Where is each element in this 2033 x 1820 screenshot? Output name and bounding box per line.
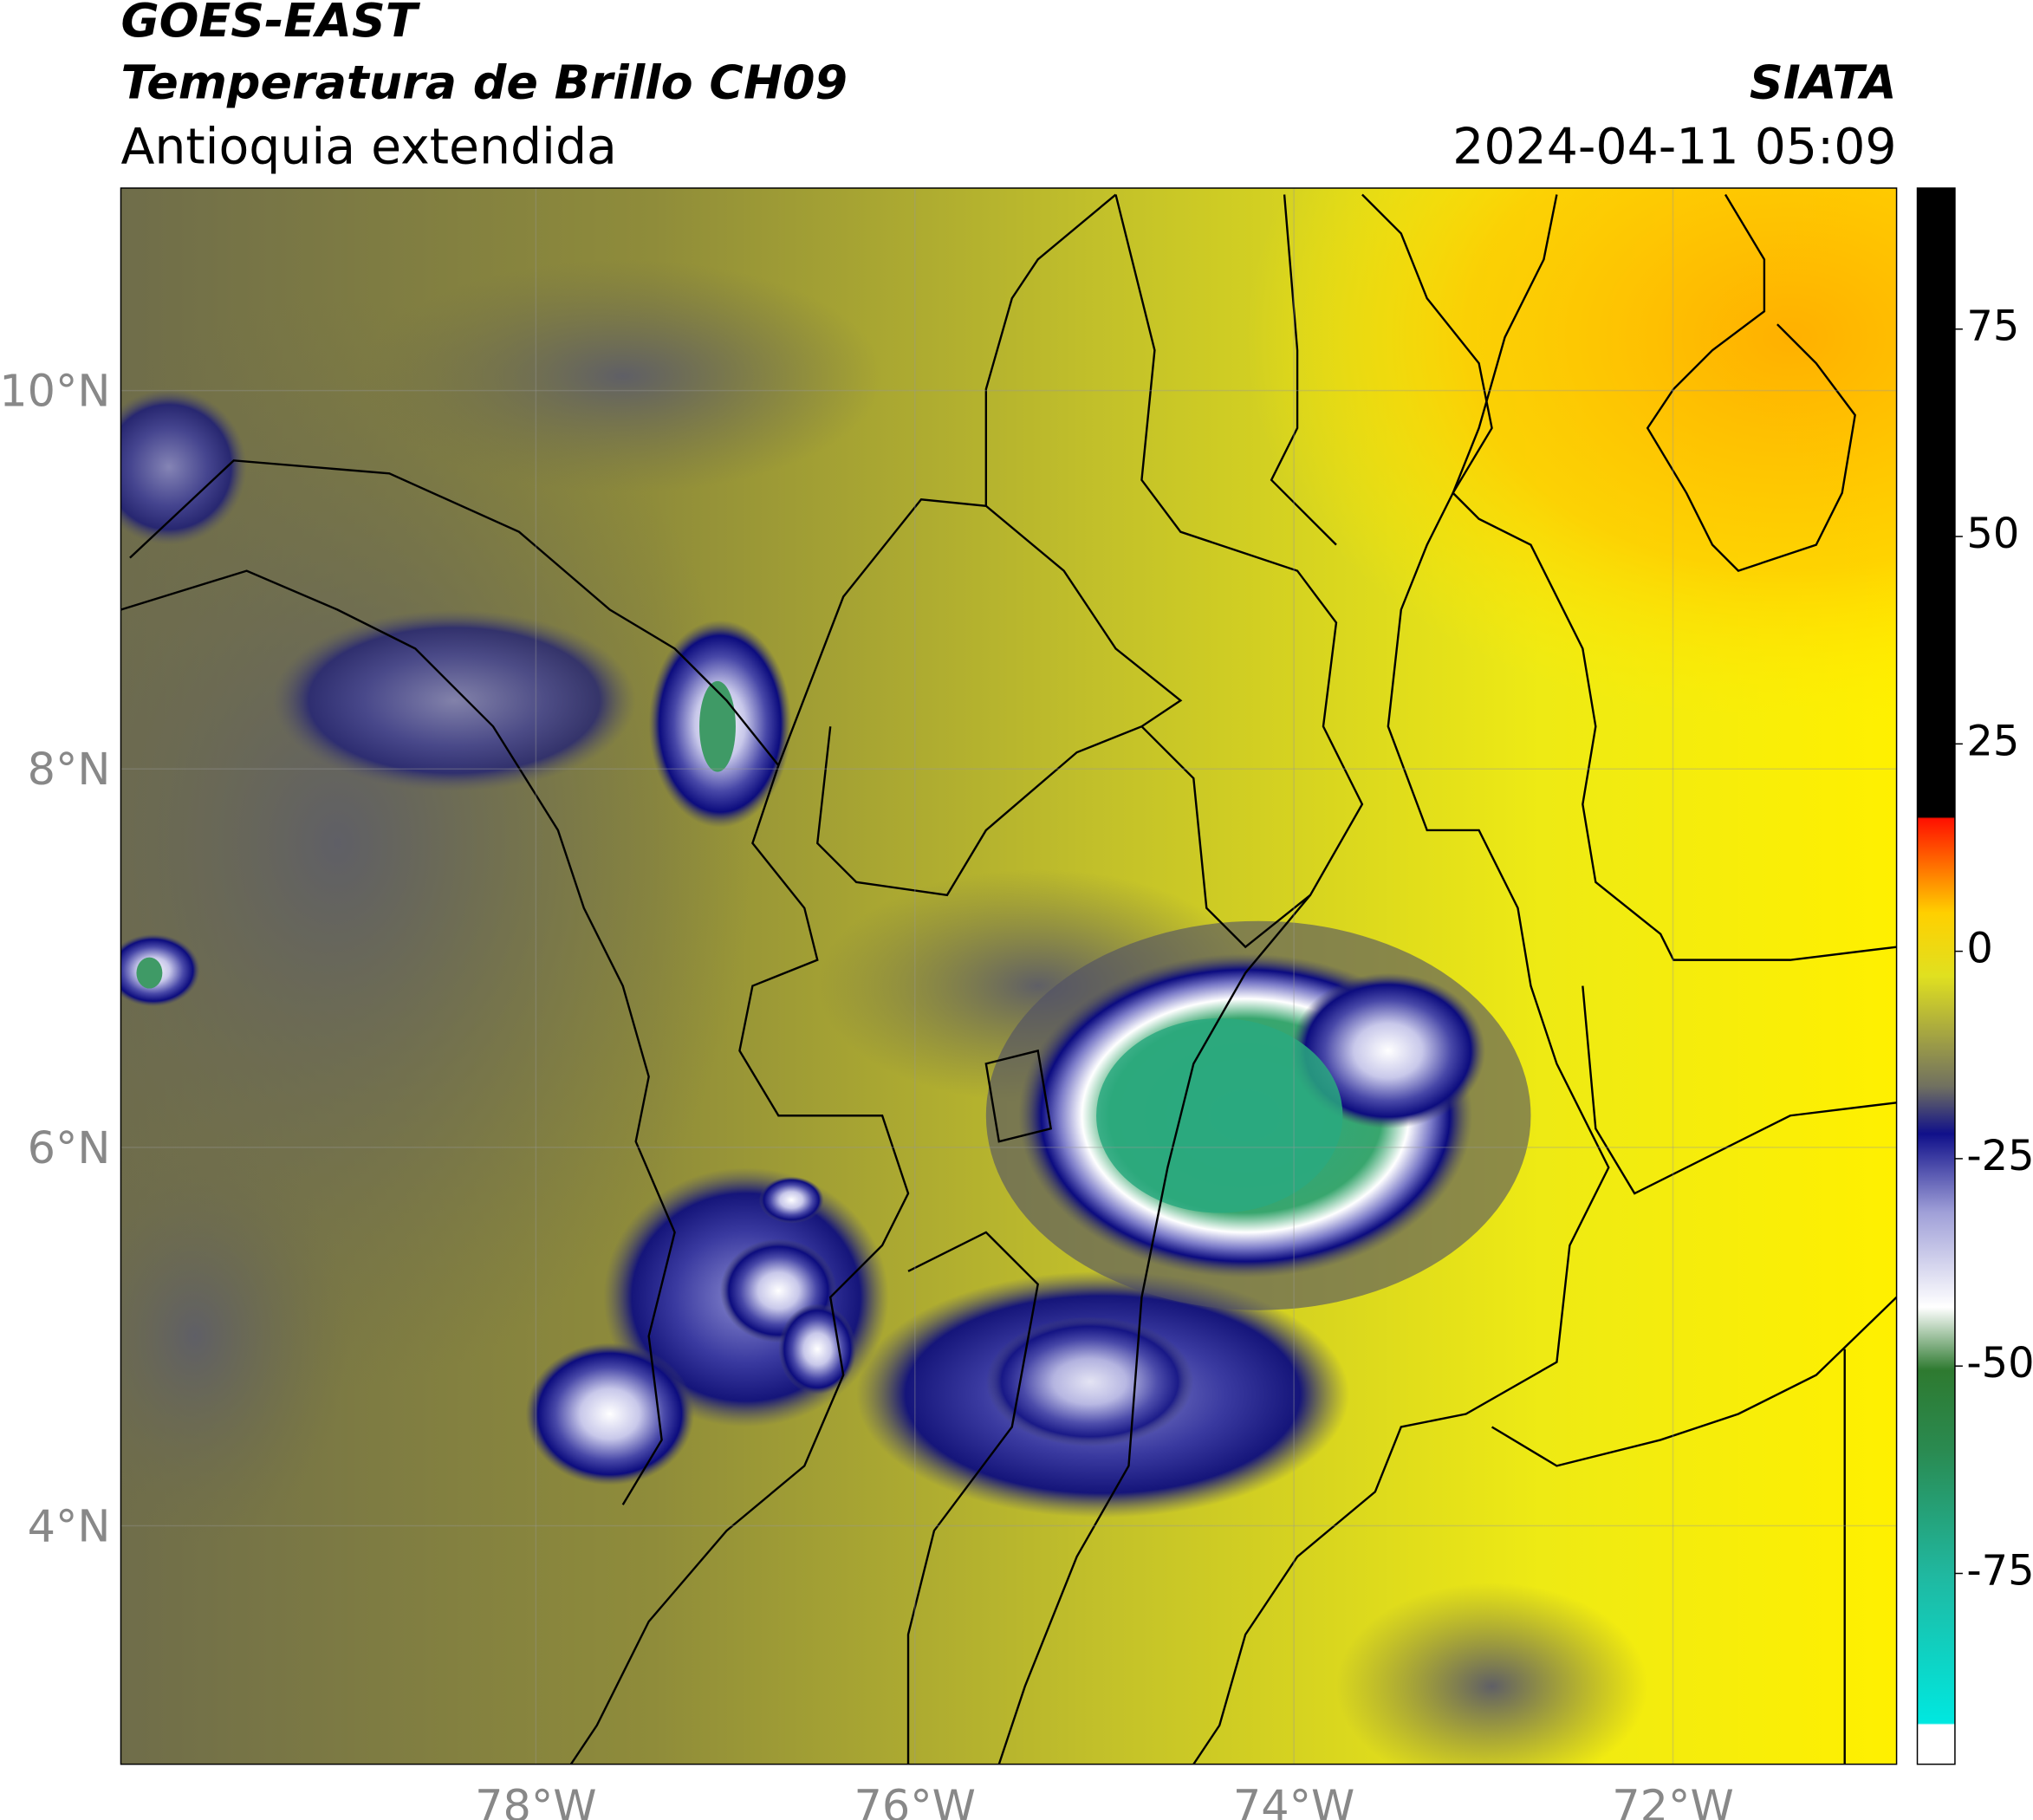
source: SIATA (1750, 55, 1897, 110)
x-tick-label: 74°W (1233, 1781, 1354, 1820)
colorbar-tick-label: 50 (1966, 510, 2019, 558)
colorbar-tick-label: 25 (1966, 718, 2019, 765)
region: Antioquia extendida (120, 119, 616, 176)
y-tick-label: 8°N (28, 744, 111, 796)
colorbar (1916, 187, 1956, 1765)
subtitle: Temperatura de Brillo CH09 (120, 55, 848, 110)
x-tick-label: 76°W (854, 1781, 976, 1820)
colorbar-tick-label: 75 (1966, 303, 2019, 351)
x-tick-label: 78°W (475, 1781, 596, 1820)
title: GOES-EAST (120, 0, 420, 48)
colorbar-tick-label: -25 (1966, 1133, 2033, 1180)
y-tick-label: 4°N (28, 1502, 111, 1553)
borders (120, 193, 1897, 1765)
map-frame (120, 187, 1898, 1765)
colorbar-tick-label: -75 (1966, 1547, 2033, 1595)
datetime: 2024-04-11 05:09 (1452, 119, 1896, 176)
colorbar-tick-label: 0 (1966, 926, 1992, 973)
y-tick-label: 6°N (28, 1123, 111, 1174)
colorbar-tick-label: -50 (1966, 1340, 2033, 1388)
grid (120, 188, 1897, 1765)
y-tick-label: 10°N (0, 367, 110, 418)
x-tick-label: 72°W (1612, 1781, 1733, 1820)
